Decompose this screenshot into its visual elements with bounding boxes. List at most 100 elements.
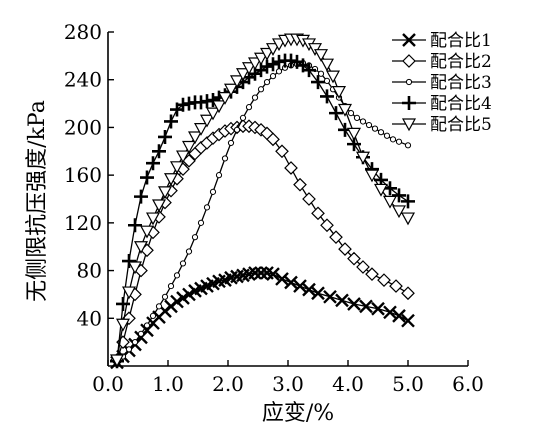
series-1-point	[302, 282, 316, 297]
legend-label: 配合比1	[430, 31, 492, 51]
series-2-point	[347, 251, 361, 266]
series-3-point	[209, 188, 217, 195]
series-1-point	[335, 293, 349, 308]
series-5-point	[355, 151, 371, 165]
series-3-point	[227, 139, 235, 147]
series-5-point	[325, 70, 341, 84]
y-tick-label: 40	[77, 306, 102, 330]
series-5-point	[181, 140, 197, 154]
series-3-point	[239, 114, 247, 121]
series-1-point	[311, 286, 325, 301]
series-5-point	[382, 195, 398, 209]
series-4-point	[116, 296, 130, 311]
series-5	[109, 33, 416, 368]
series-2-point	[266, 132, 280, 147]
legend-marker	[402, 54, 416, 68]
series-4-point	[260, 59, 274, 74]
series-3-point	[269, 73, 277, 80]
series-1-point	[371, 301, 385, 316]
series-3-point	[137, 330, 145, 337]
series-5-point	[175, 150, 191, 164]
series-4-point	[158, 129, 172, 144]
series-5-point	[199, 114, 215, 128]
series-1-point	[347, 297, 361, 311]
series-4-point	[302, 63, 316, 78]
series-2-point	[302, 192, 316, 206]
series-5-point	[223, 83, 239, 97]
series-5-point	[163, 173, 179, 186]
series-5-point	[109, 354, 125, 368]
series-1-point	[248, 266, 262, 280]
series-4-point	[146, 156, 160, 171]
series-5-point	[400, 212, 416, 226]
series-3-point	[125, 346, 133, 353]
legend-marker	[402, 96, 416, 110]
series-3-point	[215, 172, 223, 179]
legend-label: 配合比2	[430, 52, 492, 72]
series-3-point	[389, 136, 397, 143]
series-4-point	[320, 89, 334, 104]
legend-label: 配合比5	[430, 115, 492, 135]
series-3-point	[317, 70, 325, 77]
legend-marker	[405, 78, 413, 86]
series-1-point	[359, 299, 373, 314]
series-5-point	[133, 241, 149, 254]
series-3-point	[155, 303, 163, 310]
series-3-point	[275, 68, 283, 75]
series-5-point	[205, 107, 221, 121]
legend-item-2: 配合比2	[392, 52, 492, 72]
series-4-point	[140, 170, 154, 185]
series-5-point	[217, 92, 233, 105]
series-3-point	[131, 339, 139, 346]
series-5-point	[115, 318, 131, 332]
series-2-point	[356, 260, 370, 274]
series-3-point	[371, 125, 379, 132]
y-tick-label: 80	[77, 259, 102, 283]
series-5-point	[319, 58, 335, 72]
series-1	[110, 266, 415, 370]
series-2-point	[320, 218, 334, 233]
series-3-point	[191, 234, 199, 241]
series-5-point	[331, 86, 347, 99]
series-3-point	[221, 155, 229, 162]
series-3-point	[233, 126, 241, 133]
legend-marker	[401, 118, 417, 132]
series-3-point	[359, 118, 367, 125]
series-4-point	[206, 92, 220, 107]
legend-item-1: 配合比1	[392, 31, 492, 51]
series-3-point	[257, 86, 265, 93]
series-3-point	[365, 121, 373, 129]
series-1-point	[293, 279, 307, 293]
series-3-point	[173, 272, 181, 279]
series-1-point	[323, 289, 337, 304]
series-3-point	[245, 104, 253, 111]
series-5-point	[265, 43, 281, 56]
series-5-point	[187, 131, 203, 145]
series-3-point	[323, 77, 331, 85]
series-1-point	[254, 266, 268, 280]
series-3-point	[185, 248, 193, 255]
series-5-point	[211, 100, 227, 114]
series-2-point	[293, 177, 307, 192]
series-4-point	[128, 218, 142, 233]
x-tick-label: 6.0	[452, 372, 484, 396]
series-2-point	[311, 206, 325, 221]
series-2-point	[377, 273, 391, 287]
x-tick-label: 0.0	[92, 372, 124, 396]
series-3-point	[251, 94, 259, 101]
series-1-point	[266, 267, 280, 281]
series-5-point	[139, 225, 155, 239]
series-1-point	[275, 272, 289, 286]
series-5-point	[241, 62, 257, 76]
series-5-point	[337, 103, 353, 117]
series-5-point	[127, 261, 143, 275]
y-tick-label: 160	[64, 163, 102, 187]
axes-layer: 0.0 1.0 2.0 3.0 4.0 5.0 6.0 40 80 120 160 200 240 280	[64, 20, 484, 396]
series-3-point	[263, 79, 271, 86]
y-tick-label: 120	[64, 211, 102, 235]
series-5-point	[235, 68, 251, 82]
series-5-point	[169, 161, 185, 175]
